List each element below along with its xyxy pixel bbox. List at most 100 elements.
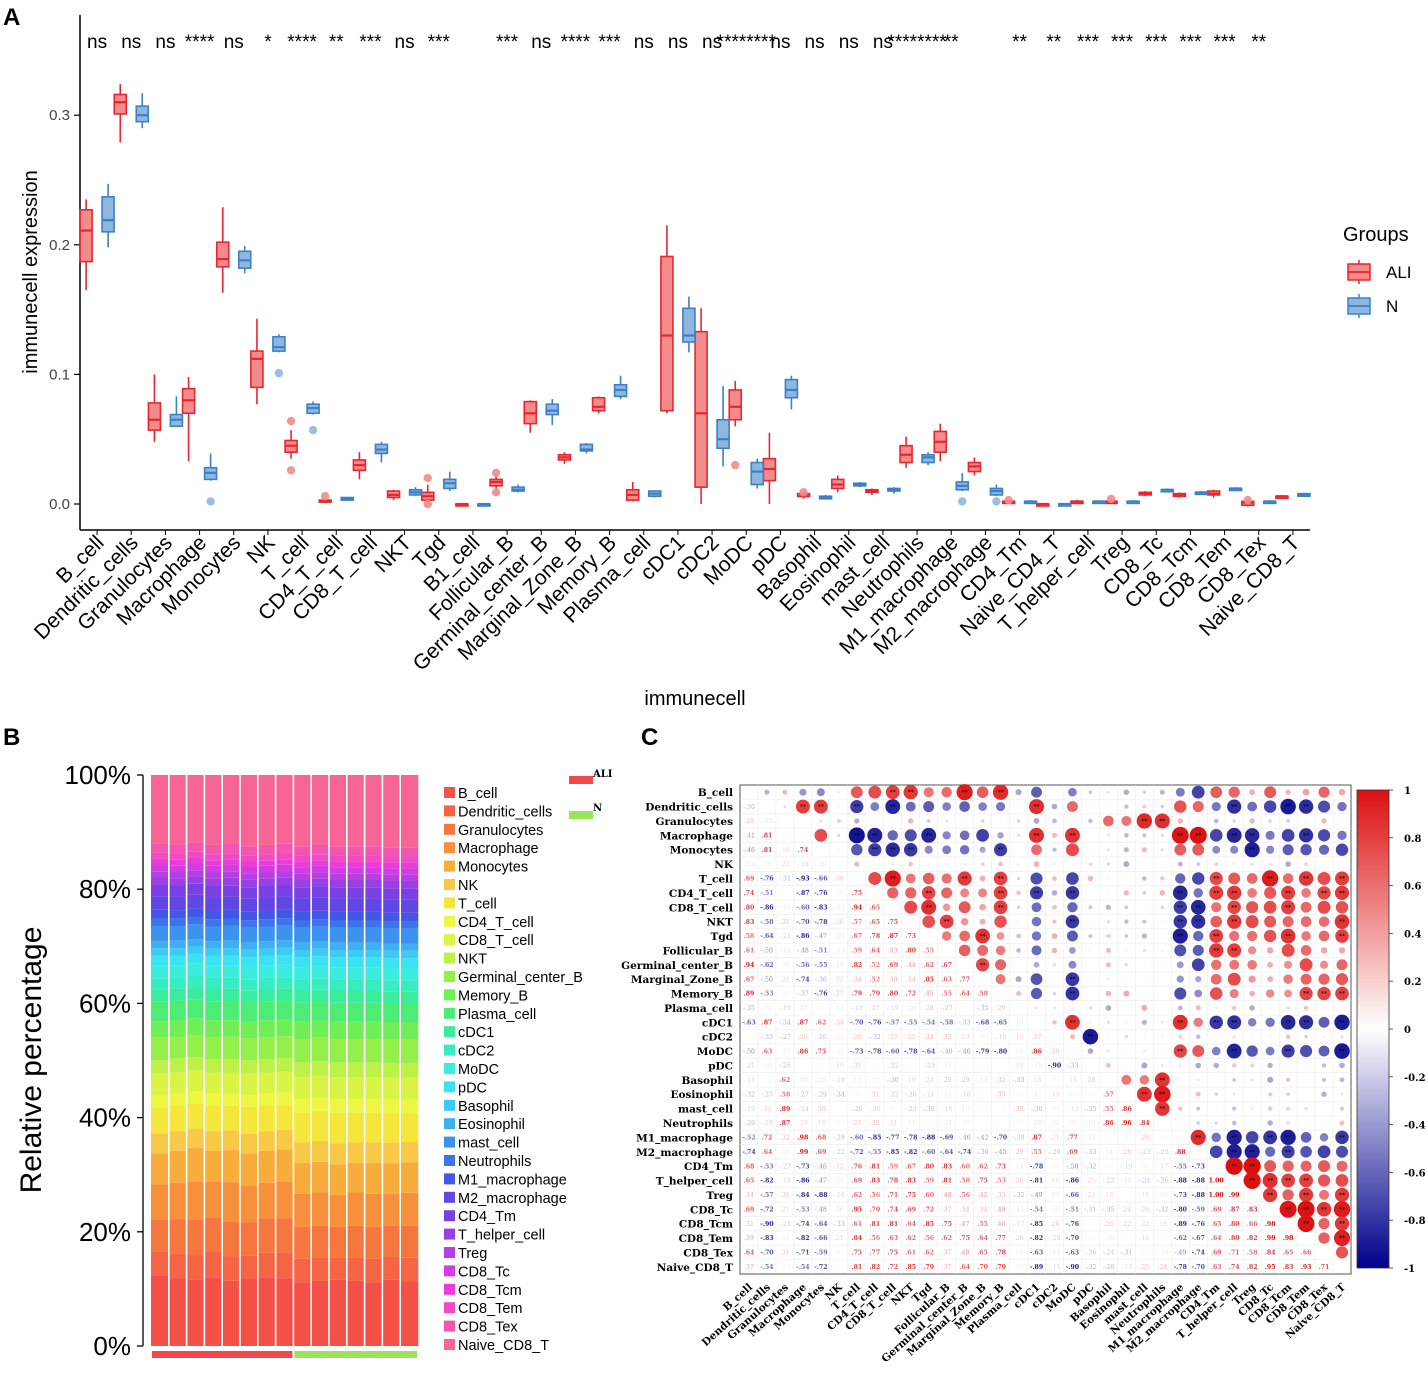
significance-label: ns xyxy=(634,32,654,53)
corr-value: .03 xyxy=(1103,1135,1113,1142)
y-tick-label: 0.0 xyxy=(49,496,70,513)
corr-sig-mark: ** xyxy=(926,904,932,911)
stack-segment-Basophil xyxy=(275,947,294,956)
stack-segment-T_cell xyxy=(168,1105,187,1132)
stack-segment-CD4_T_cell xyxy=(168,1093,187,1106)
corr-sig-mark: ** xyxy=(944,919,950,926)
corr-sig-mark: ** xyxy=(1231,890,1237,897)
corr-value: .79 xyxy=(851,991,862,998)
corr-value: -.32 xyxy=(1156,1206,1168,1213)
corr-circle xyxy=(905,801,916,812)
corr-value: .00 xyxy=(744,1034,754,1041)
legend-label-CD8_Tem: CD8_Tem xyxy=(458,1301,522,1317)
stack-segment-Memory_B xyxy=(364,1021,383,1040)
corr-sig-mark: ** xyxy=(1285,804,1291,811)
corr-value: -.12 xyxy=(833,948,845,955)
corr-sig-mark: ** xyxy=(1087,1034,1093,1041)
corr-sig-mark: ** xyxy=(1249,832,1255,839)
corr-value: -.20 xyxy=(1049,1235,1061,1242)
corr-circle xyxy=(1317,1174,1331,1187)
corr-circle xyxy=(1249,789,1256,796)
corr-value: -.86 xyxy=(796,933,809,940)
corr-value: -.77 xyxy=(886,1135,899,1142)
corr-circle xyxy=(1174,987,1187,1000)
corr-value: .25 xyxy=(1139,1264,1149,1271)
row-label-Plasma_cell: Plasma_cell xyxy=(664,1003,733,1016)
corr-circle xyxy=(1304,1034,1308,1039)
significance-label: ** xyxy=(1046,32,1061,53)
corr-circle xyxy=(1264,1160,1277,1173)
stack-segment-CD4_Tm xyxy=(329,887,348,899)
stack-segment-Treg xyxy=(204,872,223,879)
corr-circle xyxy=(1106,862,1110,866)
corr-value: -.04 xyxy=(905,1063,917,1070)
stack-segment-cDC2 xyxy=(382,980,401,992)
y-tick-label: 40% xyxy=(79,1103,131,1133)
corr-circle xyxy=(1281,1173,1296,1188)
corr-value: .07 xyxy=(780,991,790,998)
corr-circle xyxy=(1282,1189,1294,1201)
corr-circle xyxy=(1209,885,1224,900)
corr-value: .29 xyxy=(1050,1048,1060,1055)
corr-value: -.83 xyxy=(814,904,827,911)
stack-segment-Eosinophil xyxy=(329,942,348,950)
stack-segment-Plasma_cell xyxy=(400,1003,419,1023)
corr-value: -.88 xyxy=(922,1135,935,1142)
corr-value: .69 xyxy=(744,1206,755,1213)
corr-value: .02 xyxy=(780,833,790,840)
stack-segment-T_cell xyxy=(204,1105,223,1132)
corr-circle xyxy=(1335,1130,1349,1145)
stack-segment-Eosinophil xyxy=(151,940,170,949)
corr-circle xyxy=(1177,1005,1183,1011)
legend-swatch-Memory_B xyxy=(444,989,455,1001)
stack-segment-cDC2 xyxy=(275,977,294,989)
stack-segment-Neutrophils xyxy=(257,919,276,927)
stack-segment-Eosinophil xyxy=(222,940,241,949)
corr-circle xyxy=(1015,976,1022,983)
corr-circle xyxy=(1228,872,1241,885)
corr-value: -.69 xyxy=(940,1135,953,1142)
stack-segment-Basophil xyxy=(240,949,259,958)
stack-segment-Naive_CD8_T xyxy=(275,775,294,844)
corr-circle xyxy=(1280,928,1296,944)
stack-segment-Treg xyxy=(186,870,205,877)
significance-label: ns xyxy=(770,32,790,53)
corr-sig-mark: ** xyxy=(890,804,896,811)
stack-segment-CD8_T_cell xyxy=(382,1077,401,1100)
corr-value: .56 xyxy=(923,1235,934,1242)
corr-circle xyxy=(1103,815,1114,827)
corr-circle xyxy=(1161,920,1164,923)
stack-segment-M2_macrophage xyxy=(168,896,187,911)
corr-circle xyxy=(1340,1093,1344,1096)
corr-circle xyxy=(1052,991,1057,996)
corr-circle xyxy=(1246,1045,1258,1057)
corr-value: -.68 xyxy=(976,1020,989,1027)
corr-value: -.33 xyxy=(833,1221,845,1228)
legend-swatch-CD8_Tem xyxy=(444,1302,455,1314)
stack-segment-pDC xyxy=(151,955,170,966)
stack-segment-CD8_Tcm xyxy=(364,861,383,868)
corr-value: -.01 xyxy=(869,1063,881,1070)
stack-segment-Plasma_cell xyxy=(151,1001,170,1022)
corr-value: .18 xyxy=(1139,1235,1149,1242)
y-tick-label: 0% xyxy=(93,1331,131,1361)
corr-value: .26 xyxy=(1050,1221,1060,1228)
corr-circle xyxy=(1172,928,1188,944)
corr-value: .19 xyxy=(960,1034,970,1041)
outlier-ALI xyxy=(1243,495,1252,505)
legend-label-M1_macrophage: M1_macrophage xyxy=(458,1172,567,1188)
stack-segment-Monocytes xyxy=(400,1162,419,1193)
stack-segment-Granulocytes xyxy=(293,1226,312,1259)
corr-value: -.02 xyxy=(1138,1250,1150,1257)
corr-value: -.06 xyxy=(1084,1091,1096,1098)
corr-value: .77 xyxy=(869,1250,880,1257)
corr-value: -.60 xyxy=(796,904,810,911)
corr-value: -.24 xyxy=(1102,1250,1114,1257)
corr-circle xyxy=(1089,892,1092,894)
corr-circle xyxy=(1337,830,1347,840)
box-ALI xyxy=(79,209,93,263)
corr-value: .64 xyxy=(959,991,970,998)
corr-value: .27 xyxy=(870,1005,880,1012)
stack-segment-NKT xyxy=(382,1062,401,1078)
corr-value: .69 xyxy=(1211,1250,1222,1257)
